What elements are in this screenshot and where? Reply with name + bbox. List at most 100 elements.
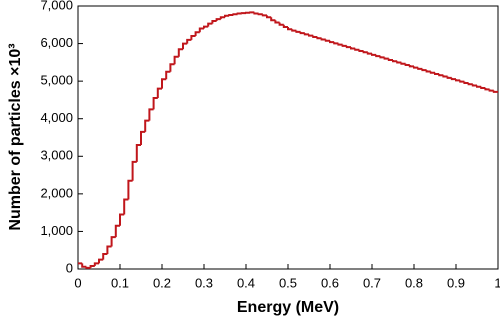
histogram-step [165, 70, 171, 80]
histogram-step [400, 62, 406, 65]
histogram-step [207, 22, 213, 27]
histogram-step [102, 252, 108, 260]
histogram-step [110, 236, 116, 247]
histogram-step [98, 258, 104, 264]
histogram-step [219, 16, 225, 20]
x-tick-label: 0.2 [153, 275, 171, 290]
histogram-step [182, 42, 188, 50]
histogram-step [282, 24, 288, 29]
histogram-step [337, 43, 343, 46]
histogram-step [312, 35, 318, 38]
x-tick-label: 1 [494, 275, 500, 290]
x-tick-label: 0 [74, 275, 81, 290]
histogram-step [81, 263, 87, 268]
histogram-step [123, 198, 129, 215]
histogram-step [484, 88, 490, 91]
histogram-step [106, 245, 112, 254]
histogram-step [148, 108, 154, 121]
histogram-step [274, 20, 280, 24]
histogram-step [404, 63, 410, 67]
histogram-step [253, 12, 259, 15]
y-tick-label: 4,000 [40, 110, 73, 125]
histogram-step [135, 144, 141, 162]
y-tick-label: 1,000 [40, 223, 73, 238]
histogram-step [89, 264, 95, 268]
histogram-step [299, 31, 305, 35]
histogram-step [450, 77, 456, 81]
histogram-step [476, 85, 482, 88]
histogram-step [459, 80, 465, 83]
x-tick-label: 0.6 [321, 275, 339, 290]
histogram-step [211, 20, 217, 24]
histogram-step [308, 34, 314, 37]
x-tick-label: 0.3 [195, 275, 213, 290]
histogram-step [186, 38, 192, 44]
histogram-step [446, 76, 452, 79]
histogram-step [438, 74, 444, 77]
histogram-step [467, 82, 473, 86]
histogram-step [287, 27, 293, 31]
histogram-step [194, 31, 200, 37]
histogram-step [215, 18, 221, 22]
x-tick-label: 0.4 [237, 275, 255, 290]
histogram-step [480, 86, 486, 90]
histogram-step [488, 89, 494, 92]
histogram-step [362, 51, 368, 54]
histogram-step [119, 213, 125, 226]
y-axis-label: Number of particles ×10³ [7, 43, 24, 230]
x-axis-label: Energy (MeV) [237, 299, 339, 316]
histogram-step [425, 70, 431, 73]
histogram-step [358, 49, 364, 53]
histogram-step [291, 29, 297, 32]
histogram-step [257, 13, 263, 16]
x-tick-label: 0.1 [111, 275, 129, 290]
histogram-step [93, 262, 99, 266]
histogram-step [329, 40, 335, 44]
histogram-step [232, 13, 238, 16]
histogram-step [266, 15, 272, 19]
histogram-step [173, 55, 179, 65]
y-tick-label: 0 [66, 260, 73, 275]
histogram-step [131, 160, 137, 181]
y-tick-label: 2,000 [40, 185, 73, 200]
histogram-step [228, 14, 234, 17]
histogram-step [371, 53, 377, 56]
histogram-step [442, 75, 448, 78]
y-tick-label: 6,000 [40, 35, 73, 50]
histogram-step [383, 57, 389, 60]
histogram-step [114, 224, 120, 238]
histogram-step [278, 22, 284, 26]
histogram-step [198, 27, 204, 33]
histogram-step [270, 17, 276, 22]
histogram-step [413, 66, 419, 69]
histogram-step [156, 87, 162, 99]
histogram-step [85, 266, 91, 269]
x-tick-label: 0.7 [363, 275, 381, 290]
histogram-step [190, 35, 196, 40]
histogram-step [350, 47, 356, 50]
y-tick-label: 5,000 [40, 73, 73, 88]
histogram-step [203, 25, 209, 29]
x-tick-label: 0.8 [405, 275, 423, 290]
histogram-step [429, 71, 435, 74]
histogram-step [224, 14, 230, 18]
histogram-step [375, 54, 381, 58]
histogram-step [492, 90, 498, 93]
histogram-step [169, 63, 175, 72]
histogram-step [144, 119, 150, 132]
histogram-step [295, 30, 301, 33]
histogram-step [392, 59, 398, 63]
histogram-step [366, 52, 372, 55]
histogram-step [421, 68, 427, 72]
histogram-step [354, 48, 360, 51]
y-tick-label: 7,000 [40, 0, 73, 12]
x-tick-label: 0.5 [279, 275, 297, 290]
histogram-step [379, 56, 385, 59]
histogram-step [303, 33, 309, 36]
x-tick-label: 0.9 [447, 275, 465, 290]
histogram-step [320, 38, 326, 41]
histogram-step [455, 79, 461, 82]
histogram-step [161, 78, 167, 89]
histogram-step [324, 39, 330, 42]
histogram-step [345, 45, 351, 49]
